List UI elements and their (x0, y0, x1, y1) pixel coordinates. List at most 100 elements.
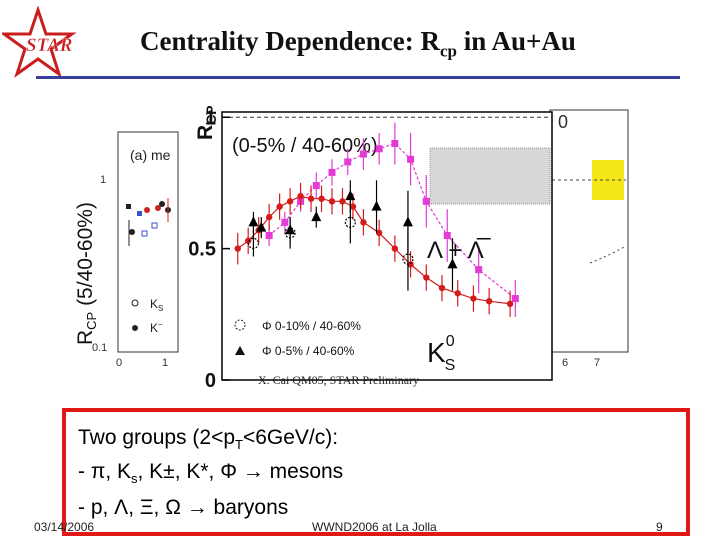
data-point (375, 229, 383, 237)
callout-line-3: - p, Λ, Ξ, Ω → baryons (78, 496, 289, 519)
data-point (284, 227, 296, 239)
left-marker (126, 204, 131, 209)
data-point (454, 290, 461, 297)
left-x-tick-0: 0 (116, 357, 122, 369)
footer-page-number: 9 (656, 520, 663, 534)
data-point (407, 155, 415, 163)
left-marker (129, 229, 135, 235)
left-legend: KS K− (131, 297, 163, 335)
legend-label-1: Φ 0-5% / 40-60% (262, 344, 355, 358)
data-point (470, 295, 477, 302)
data-point (311, 211, 322, 222)
data-point (345, 190, 356, 201)
left-panel-label: (a) me (130, 147, 171, 163)
data-point (423, 274, 430, 281)
left-marker (137, 211, 142, 216)
data-point (286, 198, 294, 205)
main-legend: Φ 0-10% / 40-60% Φ 0-5% / 40-60% (234, 319, 361, 358)
data-point (234, 245, 241, 252)
right-panel-top-label: 0 (558, 112, 568, 132)
y-tick-label: 1 (205, 107, 216, 129)
data-point (359, 150, 367, 158)
left-panel-markers (126, 198, 171, 246)
callout-line-1: Two groups (2<pT<6GeV/c): (78, 426, 339, 453)
data-point (318, 195, 325, 202)
left-marker (155, 205, 161, 211)
data-point (485, 297, 493, 305)
main-y-ticks: 00.51 (188, 107, 230, 392)
y-tick-label: 0 (205, 370, 216, 392)
callout-line-2: - π, Ks, K±, K*, Φ → mesons (78, 460, 344, 487)
left-y-tick-0.1: 0.1 (92, 342, 107, 354)
right-x-tick-6: 6 (562, 357, 568, 369)
data-point (402, 253, 414, 265)
left-marker (159, 201, 165, 207)
left-y-axis-label: RCP (5/40-60%) (74, 202, 99, 345)
right-panel-curve (589, 245, 627, 264)
k0s-species-label: K0 S (427, 333, 455, 374)
data-point (447, 258, 458, 269)
data-point (422, 197, 430, 205)
data-point (371, 200, 382, 211)
systematic-error-band (429, 147, 551, 205)
data-point (506, 300, 514, 308)
preliminary-annotation: X. Cai QM05, STAR Preliminary (258, 373, 419, 387)
star-logo-text: STAR (26, 35, 72, 56)
data-point (339, 198, 346, 205)
data-point (307, 195, 315, 202)
data-point (375, 145, 383, 153)
main-y-axis-label: RCP (194, 105, 219, 140)
series-group (247, 201, 414, 291)
left-panel-frame (117, 131, 179, 353)
star-logo: STAR (2, 6, 77, 78)
data-point (312, 182, 320, 190)
main-chart: (0-5% / 40-60%) RCP 00.51 Λ + Λ̅ K0 S Φ 0… (188, 105, 553, 392)
data-point (391, 245, 399, 252)
main-series (234, 122, 519, 317)
right-x-tick-7: 7 (594, 357, 600, 369)
left-marker (144, 207, 150, 213)
main-chart-title: (0-5% / 40-60%) (232, 135, 378, 157)
data-point (402, 216, 413, 227)
left-y-tick-1: 1 (100, 174, 106, 186)
left-x-tick-1: 1 (162, 357, 168, 369)
data-point (407, 261, 414, 268)
left-panel: (a) me RCP (5/40-60%) 1 0.1 0 1 KS K− (74, 131, 179, 369)
data-point (328, 168, 336, 176)
slide-title-main: Centrality Dependence: R (140, 26, 440, 56)
data-point (391, 140, 399, 148)
data-point (344, 158, 352, 166)
left-marker (141, 230, 148, 237)
data-point (344, 216, 356, 228)
data-point (265, 213, 273, 221)
right-panel-frame (549, 109, 629, 353)
left-marker (151, 222, 158, 229)
series-line (237, 195, 511, 305)
right-panel: 0 6 7 (549, 109, 629, 369)
data-point (248, 216, 259, 227)
data-point (438, 284, 446, 292)
data-point (511, 295, 519, 303)
left-legend-label-1: K− (150, 320, 163, 335)
callout-box: Two groups (2<pT<6GeV/c): - π, Ks, K±, K… (62, 408, 690, 536)
slide-title-tail: in Au+Au (456, 26, 576, 56)
data-point (297, 192, 304, 200)
data-point (443, 231, 451, 239)
left-legend-filled-circle-icon (132, 325, 138, 331)
y-tick-label: 0.5 (188, 239, 216, 261)
star-shape-icon (2, 6, 77, 78)
data-point (328, 198, 336, 205)
left-legend-label-0: KS (150, 297, 163, 313)
slide-title-sub: cp (439, 41, 457, 61)
data-point (281, 218, 289, 226)
left-legend-open-circle-icon (131, 299, 139, 307)
slide-title: Centrality Dependence: Rcp in Au+Au (140, 26, 576, 61)
title-rule (36, 76, 680, 79)
data-point (475, 266, 483, 274)
data-point (276, 203, 283, 210)
data-point (265, 231, 273, 239)
data-point (256, 221, 267, 232)
footer-date: 03/14/2006 (34, 520, 95, 534)
legend-open-circle-icon (234, 319, 246, 331)
data-point (349, 203, 357, 210)
